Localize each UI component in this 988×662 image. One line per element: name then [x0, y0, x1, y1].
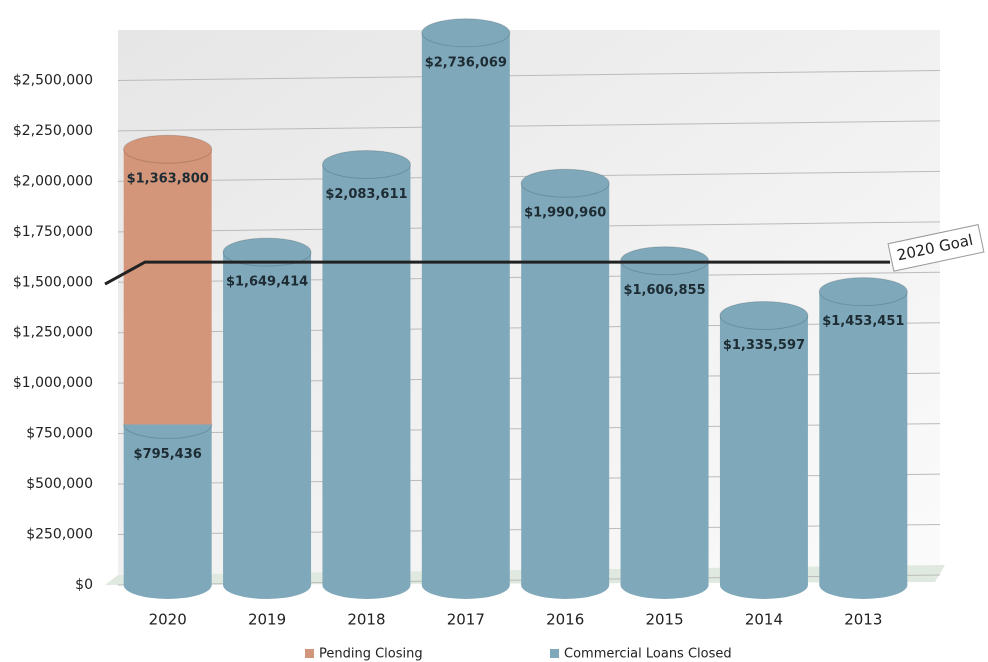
cylinder-top	[421, 18, 511, 48]
y-tick-label: $500,000	[26, 476, 93, 492]
legend-label: Pending Closing	[319, 647, 423, 662]
y-tick-label: $1,250,000	[13, 325, 93, 341]
value-label: $1,649,414	[226, 275, 308, 290]
bar	[123, 424, 212, 585]
value-label: $1,990,960	[524, 206, 606, 221]
value-label: $2,736,069	[425, 55, 507, 70]
bar	[819, 291, 908, 585]
legend-label: Commercial Loans Closed	[564, 647, 732, 662]
cylinder-top	[321, 149, 411, 179]
cylinder-top	[818, 277, 908, 307]
bar	[123, 149, 212, 425]
x-tick-label: 2015	[645, 611, 683, 629]
y-tick-label: $0	[75, 577, 93, 593]
bar	[620, 260, 709, 585]
x-tick-label: 2014	[745, 611, 783, 629]
goal-box	[887, 224, 985, 272]
y-tick-label: $2,500,000	[13, 72, 93, 88]
x-tick-label: 2018	[347, 611, 385, 629]
x-tick-label: 2013	[844, 611, 882, 629]
cylinder-top	[222, 237, 312, 267]
x-tick-label: 2020	[149, 611, 187, 629]
value-label: $1,363,800	[127, 172, 209, 187]
grid-line	[117, 120, 941, 132]
value-label: $1,606,855	[623, 283, 705, 298]
cylinder-top	[719, 300, 809, 330]
y-tick-label: $1,500,000	[13, 274, 93, 290]
bar	[322, 164, 411, 585]
grid-line	[117, 69, 941, 81]
x-tick-label: 2017	[447, 611, 485, 629]
value-label: $1,335,597	[723, 338, 805, 353]
cylinder-top	[520, 168, 610, 198]
y-tick-label: $2,000,000	[13, 173, 93, 189]
legend-swatch	[305, 649, 314, 658]
x-tick-label: 2016	[546, 611, 584, 629]
x-tick-label: 2019	[248, 611, 286, 629]
bar	[223, 252, 312, 585]
legend-swatch	[550, 649, 559, 658]
cylinder-top	[123, 134, 213, 164]
value-label: $795,436	[134, 447, 202, 462]
y-tick-label: $250,000	[26, 527, 93, 543]
bar	[719, 315, 808, 585]
y-tick-label: $750,000	[26, 426, 93, 442]
bar	[521, 183, 610, 585]
goal-line	[104, 260, 890, 286]
bar	[421, 32, 510, 586]
y-tick-label: $1,000,000	[13, 375, 93, 391]
y-tick-label: $1,750,000	[13, 224, 93, 240]
value-label: $1,453,451	[822, 314, 904, 329]
value-label: $2,083,611	[325, 187, 407, 202]
y-tick-label: $2,250,000	[13, 123, 93, 139]
